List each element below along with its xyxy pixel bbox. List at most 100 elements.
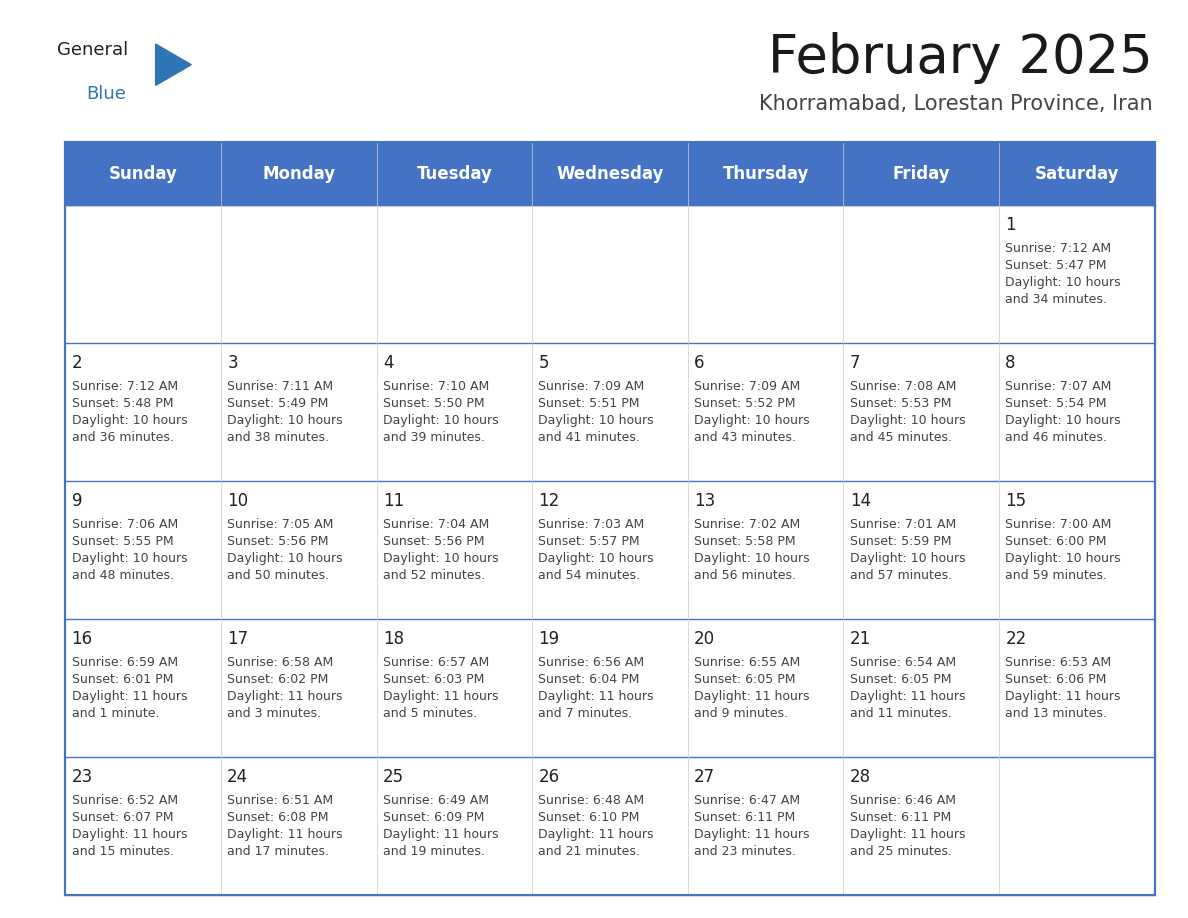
Text: Sunset: 5:49 PM: Sunset: 5:49 PM (227, 397, 329, 410)
Text: 3: 3 (227, 353, 238, 372)
Text: Sunrise: 6:59 AM: Sunrise: 6:59 AM (71, 656, 178, 669)
Text: 13: 13 (694, 492, 715, 509)
Text: 22: 22 (1005, 630, 1026, 648)
Text: Daylight: 10 hours: Daylight: 10 hours (227, 414, 343, 427)
Text: and 38 minutes.: and 38 minutes. (227, 431, 329, 443)
Text: and 11 minutes.: and 11 minutes. (849, 707, 952, 720)
Text: Sunset: 6:06 PM: Sunset: 6:06 PM (1005, 673, 1107, 686)
Text: Sunset: 5:56 PM: Sunset: 5:56 PM (383, 535, 485, 548)
Text: General: General (57, 41, 128, 60)
Text: Sunrise: 6:47 AM: Sunrise: 6:47 AM (694, 794, 801, 807)
Text: Sunset: 6:01 PM: Sunset: 6:01 PM (71, 673, 173, 686)
Text: and 59 minutes.: and 59 minutes. (1005, 569, 1107, 582)
Text: Sunset: 5:53 PM: Sunset: 5:53 PM (849, 397, 952, 410)
Text: Wednesday: Wednesday (556, 164, 664, 183)
Text: Sunset: 6:10 PM: Sunset: 6:10 PM (538, 812, 640, 824)
Text: and 52 minutes.: and 52 minutes. (383, 569, 485, 582)
Text: Sunset: 5:47 PM: Sunset: 5:47 PM (1005, 259, 1107, 272)
Text: Daylight: 10 hours: Daylight: 10 hours (538, 552, 655, 565)
Text: Daylight: 11 hours: Daylight: 11 hours (694, 690, 809, 703)
Text: Sunrise: 7:06 AM: Sunrise: 7:06 AM (71, 518, 178, 532)
Text: Daylight: 11 hours: Daylight: 11 hours (71, 690, 187, 703)
Polygon shape (156, 44, 191, 85)
Text: Sunrise: 7:11 AM: Sunrise: 7:11 AM (227, 380, 334, 393)
Text: 15: 15 (1005, 492, 1026, 509)
Text: Daylight: 10 hours: Daylight: 10 hours (849, 552, 966, 565)
Text: Daylight: 11 hours: Daylight: 11 hours (1005, 690, 1120, 703)
Text: Sunrise: 6:52 AM: Sunrise: 6:52 AM (71, 794, 178, 807)
Text: and 25 minutes.: and 25 minutes. (849, 845, 952, 858)
Text: Daylight: 10 hours: Daylight: 10 hours (227, 552, 343, 565)
Text: and 48 minutes.: and 48 minutes. (71, 569, 173, 582)
Text: Daylight: 11 hours: Daylight: 11 hours (694, 828, 809, 841)
Bar (65, 142, 1155, 895)
Text: and 13 minutes.: and 13 minutes. (1005, 707, 1107, 720)
Text: 4: 4 (383, 353, 393, 372)
Text: Daylight: 10 hours: Daylight: 10 hours (1005, 552, 1121, 565)
Bar (65, 481, 1155, 619)
Text: Sunset: 5:51 PM: Sunset: 5:51 PM (538, 397, 640, 410)
Text: Sunrise: 6:57 AM: Sunrise: 6:57 AM (383, 656, 489, 669)
Text: Daylight: 10 hours: Daylight: 10 hours (538, 414, 655, 427)
Text: Sunset: 5:54 PM: Sunset: 5:54 PM (1005, 397, 1107, 410)
Text: 21: 21 (849, 630, 871, 648)
Text: Sunrise: 6:58 AM: Sunrise: 6:58 AM (227, 656, 334, 669)
Text: and 50 minutes.: and 50 minutes. (227, 569, 329, 582)
Text: and 41 minutes.: and 41 minutes. (538, 431, 640, 443)
Text: Sunset: 6:09 PM: Sunset: 6:09 PM (383, 812, 485, 824)
Text: Sunrise: 7:07 AM: Sunrise: 7:07 AM (1005, 380, 1112, 393)
Text: Daylight: 11 hours: Daylight: 11 hours (849, 690, 965, 703)
Text: 2: 2 (71, 353, 82, 372)
Bar (65, 142, 1155, 205)
Text: Sunset: 6:02 PM: Sunset: 6:02 PM (227, 673, 329, 686)
Bar (65, 342, 1155, 481)
Text: and 39 minutes.: and 39 minutes. (383, 431, 485, 443)
Text: Sunrise: 7:12 AM: Sunrise: 7:12 AM (71, 380, 178, 393)
Text: and 43 minutes.: and 43 minutes. (694, 431, 796, 443)
Text: and 54 minutes.: and 54 minutes. (538, 569, 640, 582)
Text: 20: 20 (694, 630, 715, 648)
Text: Friday: Friday (892, 164, 950, 183)
Text: and 15 minutes.: and 15 minutes. (71, 845, 173, 858)
Text: 5: 5 (538, 353, 549, 372)
Text: Sunday: Sunday (109, 164, 177, 183)
Text: Sunset: 6:07 PM: Sunset: 6:07 PM (71, 812, 173, 824)
Text: Sunrise: 7:09 AM: Sunrise: 7:09 AM (694, 380, 801, 393)
Text: and 46 minutes.: and 46 minutes. (1005, 431, 1107, 443)
Text: Daylight: 10 hours: Daylight: 10 hours (71, 552, 188, 565)
Text: and 1 minute.: and 1 minute. (71, 707, 159, 720)
Text: Sunrise: 6:49 AM: Sunrise: 6:49 AM (383, 794, 488, 807)
Text: Sunset: 5:56 PM: Sunset: 5:56 PM (227, 535, 329, 548)
Text: and 7 minutes.: and 7 minutes. (538, 707, 632, 720)
Text: and 5 minutes.: and 5 minutes. (383, 707, 476, 720)
Text: Sunset: 5:50 PM: Sunset: 5:50 PM (383, 397, 485, 410)
Text: Sunset: 6:04 PM: Sunset: 6:04 PM (538, 673, 640, 686)
Text: Sunrise: 7:03 AM: Sunrise: 7:03 AM (538, 518, 645, 532)
Text: Sunrise: 6:56 AM: Sunrise: 6:56 AM (538, 656, 645, 669)
Text: Sunset: 5:58 PM: Sunset: 5:58 PM (694, 535, 796, 548)
Text: Sunrise: 7:12 AM: Sunrise: 7:12 AM (1005, 242, 1112, 255)
Text: and 23 minutes.: and 23 minutes. (694, 845, 796, 858)
Text: Sunset: 6:11 PM: Sunset: 6:11 PM (694, 812, 795, 824)
Text: Daylight: 11 hours: Daylight: 11 hours (227, 828, 342, 841)
Text: Tuesday: Tuesday (417, 164, 492, 183)
Text: and 45 minutes.: and 45 minutes. (849, 431, 952, 443)
Text: Daylight: 11 hours: Daylight: 11 hours (383, 828, 498, 841)
Text: Daylight: 11 hours: Daylight: 11 hours (538, 828, 653, 841)
Bar (65, 205, 1155, 342)
Text: Thursday: Thursday (722, 164, 809, 183)
Text: 10: 10 (227, 492, 248, 509)
Text: February 2025: February 2025 (767, 32, 1152, 84)
Text: Daylight: 11 hours: Daylight: 11 hours (538, 690, 653, 703)
Text: 18: 18 (383, 630, 404, 648)
Text: Sunset: 5:48 PM: Sunset: 5:48 PM (71, 397, 173, 410)
Text: Sunset: 5:52 PM: Sunset: 5:52 PM (694, 397, 796, 410)
Text: 12: 12 (538, 492, 560, 509)
Text: Sunset: 6:05 PM: Sunset: 6:05 PM (694, 673, 796, 686)
Text: Blue: Blue (87, 85, 127, 104)
Bar (65, 757, 1155, 895)
Text: 9: 9 (71, 492, 82, 509)
Bar (65, 619, 1155, 757)
Text: Sunrise: 7:04 AM: Sunrise: 7:04 AM (383, 518, 489, 532)
Text: 6: 6 (694, 353, 704, 372)
